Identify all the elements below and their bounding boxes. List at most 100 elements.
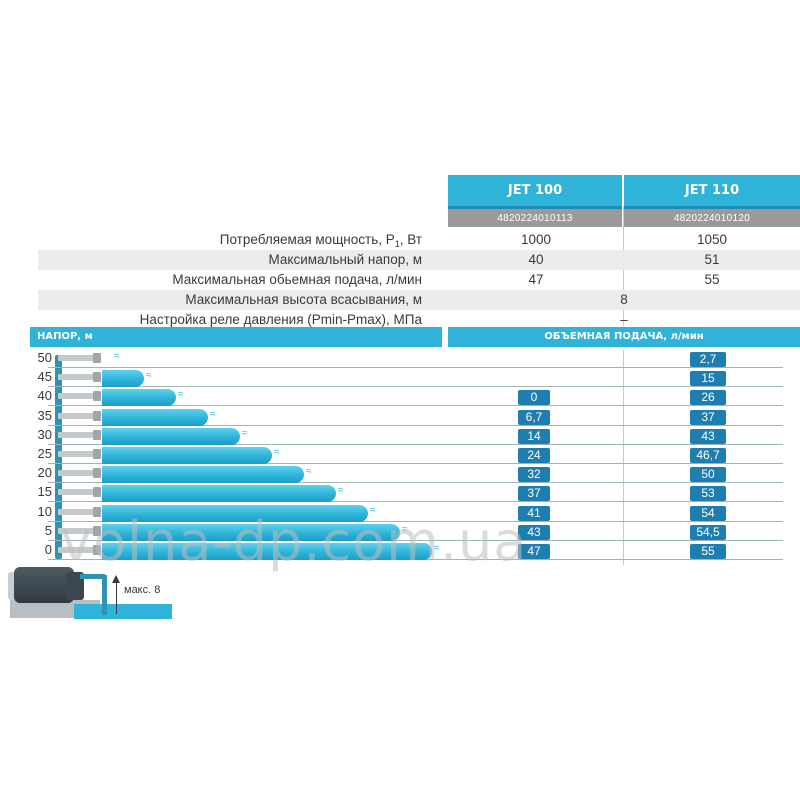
flow-badge-jet110: 50 — [690, 467, 726, 483]
flow-badge-jet100: 24 — [518, 448, 550, 463]
max-suction-label: макс. 8 — [124, 584, 161, 596]
splash-icon: ≈ — [338, 485, 344, 497]
water-stream — [102, 523, 400, 541]
branch-pipe — [58, 374, 96, 381]
flow-section-title: ОБЪЕМНАЯ ПОДАЧА, л/мин — [448, 327, 800, 347]
flow-badge-jet100: 37 — [518, 486, 550, 502]
model-name: JET 110 — [684, 183, 740, 198]
splash-icon: ≈ — [114, 351, 120, 362]
splash-icon: ≈ — [178, 389, 184, 401]
branch-pipe — [58, 393, 96, 400]
flow-badge-jet110: 46,7 — [690, 448, 726, 463]
tap-icon — [93, 353, 101, 363]
head-value-label: 10 — [37, 503, 52, 519]
row-divider — [48, 367, 783, 368]
model-code-text: 4820224010113 — [497, 212, 573, 224]
watermark: volna-dp.com.ua — [60, 510, 528, 573]
row-divider — [48, 443, 783, 445]
branch-pipe — [58, 508, 96, 515]
tap-icon — [93, 525, 101, 536]
head-section-title: НАПОР, м — [30, 327, 442, 347]
water-stream — [102, 485, 336, 503]
pump-head — [66, 572, 84, 600]
branch-pipe — [58, 489, 96, 496]
splash-icon: ≈ — [146, 370, 152, 382]
spec-value-shared: 8 — [620, 292, 628, 307]
tap-icon — [93, 545, 101, 555]
flow-badge-jet100: 0 — [518, 390, 550, 406]
model-header-jet110: JET 110 — [624, 175, 800, 209]
water-stream — [102, 427, 240, 445]
water-stream — [102, 370, 144, 388]
spec-label: Настройка реле давления (Pmin-Pmax), МПа — [139, 312, 422, 327]
spec-label: Потребляемая мощность, P1, Вт — [219, 232, 422, 249]
row-divider — [48, 463, 783, 464]
head-value-label: 50 — [37, 350, 52, 365]
branch-pipe — [58, 470, 96, 477]
water-stream — [102, 466, 304, 484]
row-divider — [48, 501, 783, 503]
splash-icon: ≈ — [434, 543, 440, 554]
spec-value-jet110: 55 — [704, 272, 720, 287]
head-value-label: 35 — [37, 407, 52, 423]
tap-icon — [93, 410, 101, 421]
spec-value-jet100: 1000 — [520, 232, 552, 247]
head-value-label: 5 — [44, 522, 52, 538]
water-stream — [102, 504, 368, 522]
splash-icon: ≈ — [242, 427, 248, 439]
spec-row-flow: Максимальная обьемная подача, л/мин 47 5… — [38, 270, 800, 290]
suction-height-line — [116, 582, 117, 614]
row-divider — [48, 520, 783, 522]
flow-badge-jet100: 6,7 — [518, 409, 550, 425]
head-value-label: 30 — [37, 426, 52, 442]
row-divider — [48, 405, 783, 407]
head-value-label: 20 — [37, 465, 52, 481]
spec-row-suction: Максимальная высота всасывания, м 8 — [38, 290, 800, 310]
row-divider — [48, 386, 783, 388]
flow-badge-jet100: 47 — [518, 544, 550, 559]
flow-badge-jet110: 53 — [690, 486, 726, 502]
row-divider — [48, 482, 783, 484]
splash-icon: ≈ — [210, 408, 216, 420]
water-stream — [102, 447, 272, 464]
model-name: JET 100 — [507, 183, 563, 198]
model-code-jet110: 4820224010120 — [624, 209, 800, 227]
water-stream — [102, 389, 176, 407]
spec-value-jet100: 40 — [528, 252, 544, 267]
arrow-up-icon — [112, 575, 120, 583]
branch-pipe — [58, 412, 96, 419]
flow-badge-jet110: 15 — [690, 371, 726, 387]
water-stream — [102, 543, 432, 560]
head-value-label: 15 — [37, 484, 52, 500]
head-value-label: 25 — [37, 446, 52, 461]
flow-badge-jet110: 54 — [690, 505, 726, 521]
tap-icon — [93, 391, 101, 402]
feed-pipe — [80, 574, 105, 579]
vertical-pipe — [55, 355, 62, 559]
splash-icon: ≈ — [274, 447, 280, 458]
branch-pipe — [58, 547, 96, 553]
column-divider — [623, 350, 624, 566]
flow-badge-jet110: 37 — [690, 409, 726, 425]
spec-label: Максимальная обьемная подача, л/мин — [172, 272, 422, 287]
flow-badge-jet110: 2,7 — [690, 352, 726, 367]
spec-value-shared: – — [620, 312, 628, 327]
head-value-label: 40 — [37, 388, 52, 404]
head-value-label: 0 — [44, 542, 52, 557]
spec-value-jet100: 47 — [528, 272, 544, 287]
model-header-jet100: JET 100 — [448, 175, 622, 209]
water-source — [74, 604, 172, 619]
tap-icon — [93, 506, 101, 517]
splash-icon: ≈ — [306, 466, 312, 478]
flow-badge-jet110: 43 — [690, 428, 726, 444]
spec-row-relay: Настройка реле давления (Pmin-Pmax), МПа… — [38, 310, 800, 330]
flow-badge-jet100: 41 — [518, 505, 550, 521]
splash-icon: ≈ — [402, 523, 408, 535]
suction-pipe — [102, 575, 107, 615]
tap-icon — [93, 372, 101, 383]
flow-badge-jet100: 43 — [518, 524, 550, 540]
flow-badge-jet110: 54,5 — [690, 524, 726, 540]
branch-pipe — [58, 451, 96, 457]
tap-icon — [93, 449, 101, 459]
spec-row-head: Максимальный напор, м 40 51 — [38, 250, 800, 270]
